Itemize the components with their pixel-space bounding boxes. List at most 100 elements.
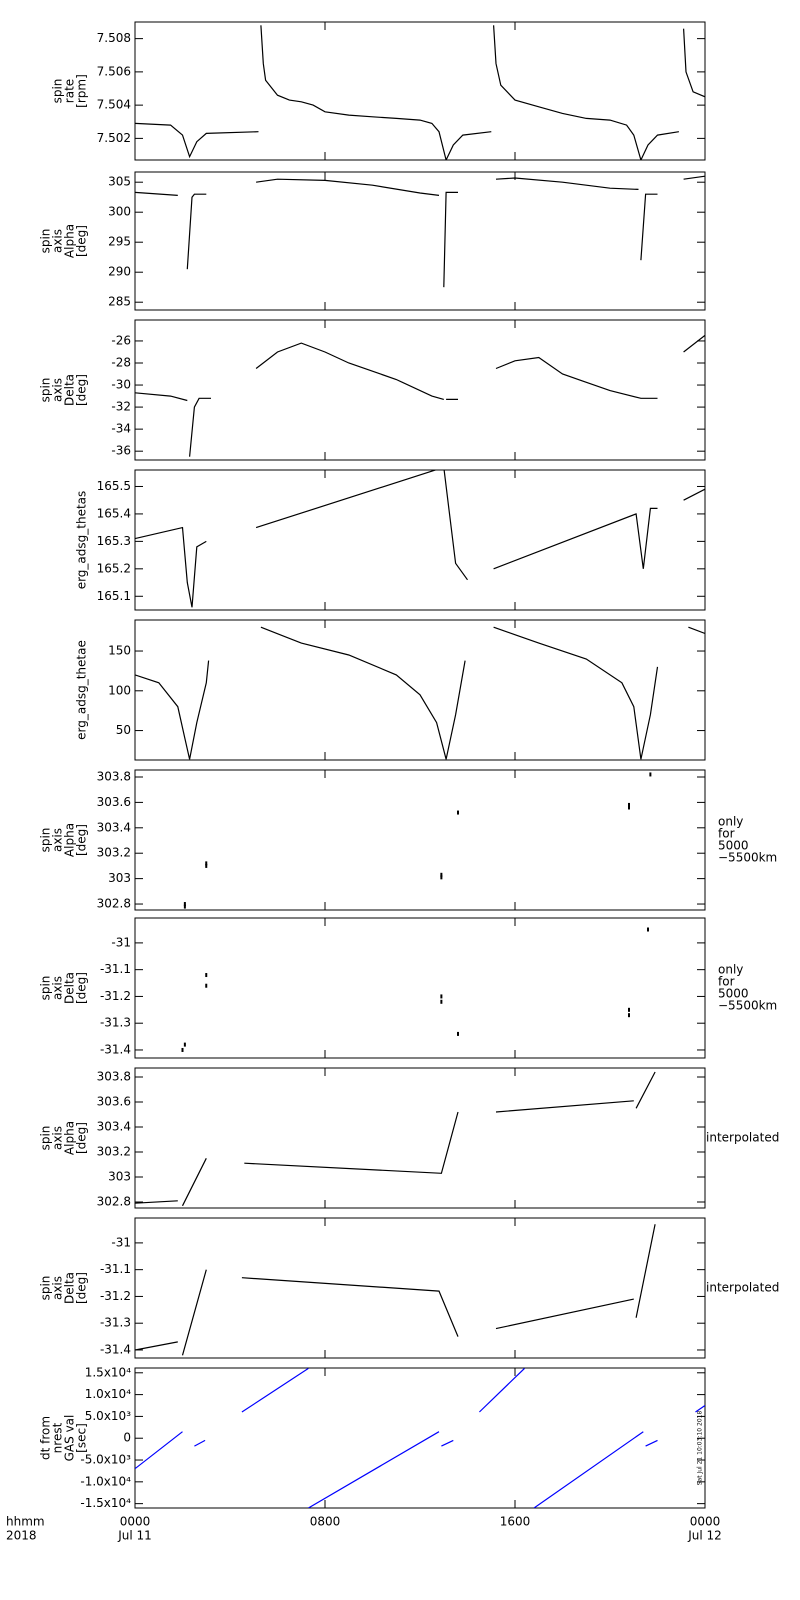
- y-tick-label: 7.504: [97, 98, 131, 112]
- y-tick-label: 50: [116, 723, 131, 737]
- plot-frame: [134, 619, 706, 761]
- y-tick-label: 303.6: [97, 1095, 131, 1109]
- plot-area: [135, 25, 705, 160]
- y-axis-label: axis: [51, 1276, 65, 1300]
- plot-area: [135, 470, 705, 608]
- x-axis-label: 2018: [6, 1529, 37, 1543]
- y-axis-label: [deg]: [75, 824, 89, 856]
- y-axis-label: spin: [39, 229, 53, 254]
- y-axis-label: Delta: [63, 374, 77, 406]
- x-tick-label: 1600: [500, 1515, 531, 1529]
- y-axis-label: [rpm]: [75, 74, 89, 108]
- plot-frame: [134, 21, 706, 161]
- data-line: [135, 25, 705, 160]
- y-tick-label: -32: [111, 400, 131, 414]
- footer-note: Sat Jul 21 10:03:10 2018: [697, 1411, 704, 1486]
- plot-area: [135, 334, 705, 457]
- y-tick-label: 303.6: [97, 795, 131, 809]
- y-tick-label: 0: [123, 1431, 131, 1445]
- data-point: [457, 1031, 459, 1036]
- y-axis-label: erg_adsg_thetae: [75, 640, 89, 740]
- plot-area: [181, 927, 649, 1052]
- y-tick-label: 165.4: [97, 506, 131, 520]
- data-point: [649, 772, 652, 777]
- y-axis-label: erg_adsg_thetas: [75, 491, 89, 590]
- data-point: [205, 983, 208, 988]
- y-tick-label: 100: [108, 683, 131, 697]
- data-point: [628, 1007, 630, 1012]
- y-axis-label: [deg]: [75, 374, 89, 406]
- y-tick-label: -36: [111, 444, 131, 458]
- plot-frame: [134, 769, 706, 911]
- data-line: [135, 1071, 656, 1207]
- y-tick-label: 295: [108, 235, 131, 249]
- y-axis-label: [deg]: [75, 972, 89, 1004]
- y-axis-label: nrest: [51, 1422, 65, 1453]
- y-axis-label: axis: [51, 976, 65, 1000]
- y-tick-label: 305: [108, 175, 131, 189]
- data-point: [205, 973, 208, 978]
- side-note: interpolated: [706, 1131, 779, 1145]
- y-tick-label: -26: [111, 333, 131, 347]
- y-tick-label: 1.5x10⁴: [85, 1365, 131, 1379]
- y-axis-label: [deg]: [75, 1122, 89, 1154]
- y-axis-label: axis: [51, 828, 65, 852]
- y-axis-label: Alpha: [63, 1121, 77, 1155]
- y-tick-label: 303: [108, 871, 131, 885]
- plot-area: [135, 626, 705, 760]
- side-note: for: [718, 827, 735, 841]
- y-tick-label: 300: [108, 205, 131, 219]
- data-point: [181, 1047, 184, 1052]
- data-point: [628, 1013, 630, 1018]
- y-tick-label: -31: [111, 1235, 131, 1249]
- y-tick-label: 303.4: [97, 1120, 131, 1134]
- y-tick-label: 7.508: [97, 31, 131, 45]
- y-axis-label: dt from: [39, 1416, 53, 1460]
- y-tick-label: 285: [108, 295, 131, 309]
- y-tick-label: -31.1: [100, 1262, 131, 1276]
- y-tick-label: -31.3: [100, 1316, 131, 1330]
- data-point: [628, 802, 630, 807]
- x-tick-label: 0000: [690, 1515, 721, 1529]
- data-line: [135, 470, 705, 608]
- data-line: [135, 334, 705, 457]
- y-axis-label: rate: [63, 79, 77, 103]
- y-axis-label: axis: [51, 378, 65, 402]
- y-tick-label: 165.5: [97, 479, 131, 493]
- data-point: [440, 872, 443, 877]
- y-axis-label: Delta: [63, 1272, 77, 1304]
- y-tick-label: 303.2: [97, 1145, 131, 1159]
- y-tick-label: 290: [108, 265, 131, 279]
- x-tick-label: 0000: [120, 1515, 151, 1529]
- data-point: [647, 927, 649, 932]
- y-tick-label: 165.2: [97, 561, 131, 575]
- y-axis-label: axis: [51, 1126, 65, 1150]
- y-tick-label: 303.8: [97, 769, 131, 783]
- y-tick-label: -30: [111, 378, 131, 392]
- plot-frame: [134, 469, 706, 611]
- y-axis-label: axis: [51, 229, 65, 253]
- y-tick-label: -31.3: [100, 1016, 131, 1030]
- y-tick-label: -5.0x10³: [80, 1453, 131, 1467]
- y-axis-label: GAS val: [63, 1415, 77, 1462]
- y-tick-label: 303.4: [97, 820, 131, 834]
- y-axis-label: Delta: [63, 972, 77, 1004]
- data-line: [135, 1368, 705, 1508]
- side-note: only: [718, 815, 743, 829]
- data-line: [135, 626, 705, 760]
- y-tick-label: 302.8: [97, 1195, 131, 1209]
- x-tick-label: 0800: [310, 1515, 341, 1529]
- y-tick-label: -31.4: [100, 1342, 131, 1356]
- plot-frame: [134, 1367, 706, 1509]
- y-tick-label: 150: [108, 644, 131, 658]
- y-tick-label: -1.5x10⁴: [80, 1496, 131, 1510]
- y-tick-label: 7.502: [97, 131, 131, 145]
- plot-frame: [134, 1217, 706, 1359]
- data-point: [183, 902, 186, 907]
- plot-area: [135, 1368, 705, 1508]
- plot-area: [135, 1224, 656, 1356]
- data-point: [183, 1042, 186, 1047]
- data-point: [440, 994, 443, 999]
- side-note: only: [718, 963, 743, 977]
